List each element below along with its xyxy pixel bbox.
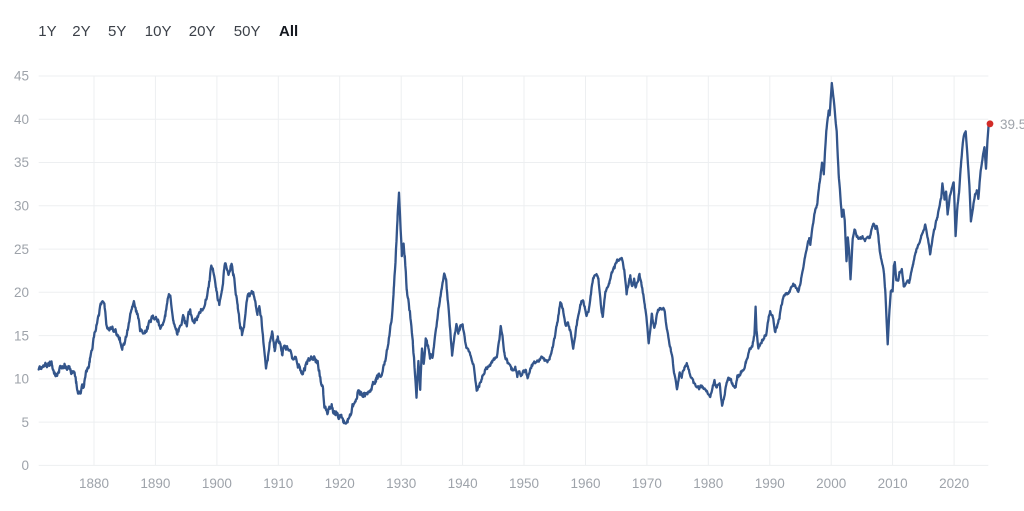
svg-text:1960: 1960 xyxy=(570,476,600,491)
svg-text:5: 5 xyxy=(21,415,29,430)
svg-text:39.53: 39.53 xyxy=(1000,117,1024,132)
svg-text:1940: 1940 xyxy=(448,476,478,491)
svg-text:1990: 1990 xyxy=(755,476,785,491)
svg-text:25: 25 xyxy=(14,242,29,257)
svg-text:40: 40 xyxy=(14,112,29,127)
svg-text:1910: 1910 xyxy=(263,476,293,491)
svg-text:15: 15 xyxy=(14,328,29,343)
svg-text:2010: 2010 xyxy=(878,476,908,491)
svg-text:20: 20 xyxy=(14,285,29,300)
svg-text:1970: 1970 xyxy=(632,476,662,491)
svg-text:1900: 1900 xyxy=(202,476,232,491)
svg-text:45: 45 xyxy=(14,69,29,84)
svg-text:2000: 2000 xyxy=(816,476,846,491)
svg-text:1890: 1890 xyxy=(140,476,170,491)
svg-text:2020: 2020 xyxy=(939,476,969,491)
svg-text:35: 35 xyxy=(14,155,29,170)
svg-text:30: 30 xyxy=(14,199,29,214)
svg-text:1920: 1920 xyxy=(325,476,355,491)
svg-text:0: 0 xyxy=(21,458,29,473)
svg-text:10: 10 xyxy=(14,372,29,387)
svg-text:1980: 1980 xyxy=(693,476,723,491)
svg-text:1950: 1950 xyxy=(509,476,539,491)
svg-text:1930: 1930 xyxy=(386,476,416,491)
svg-text:1880: 1880 xyxy=(79,476,109,491)
